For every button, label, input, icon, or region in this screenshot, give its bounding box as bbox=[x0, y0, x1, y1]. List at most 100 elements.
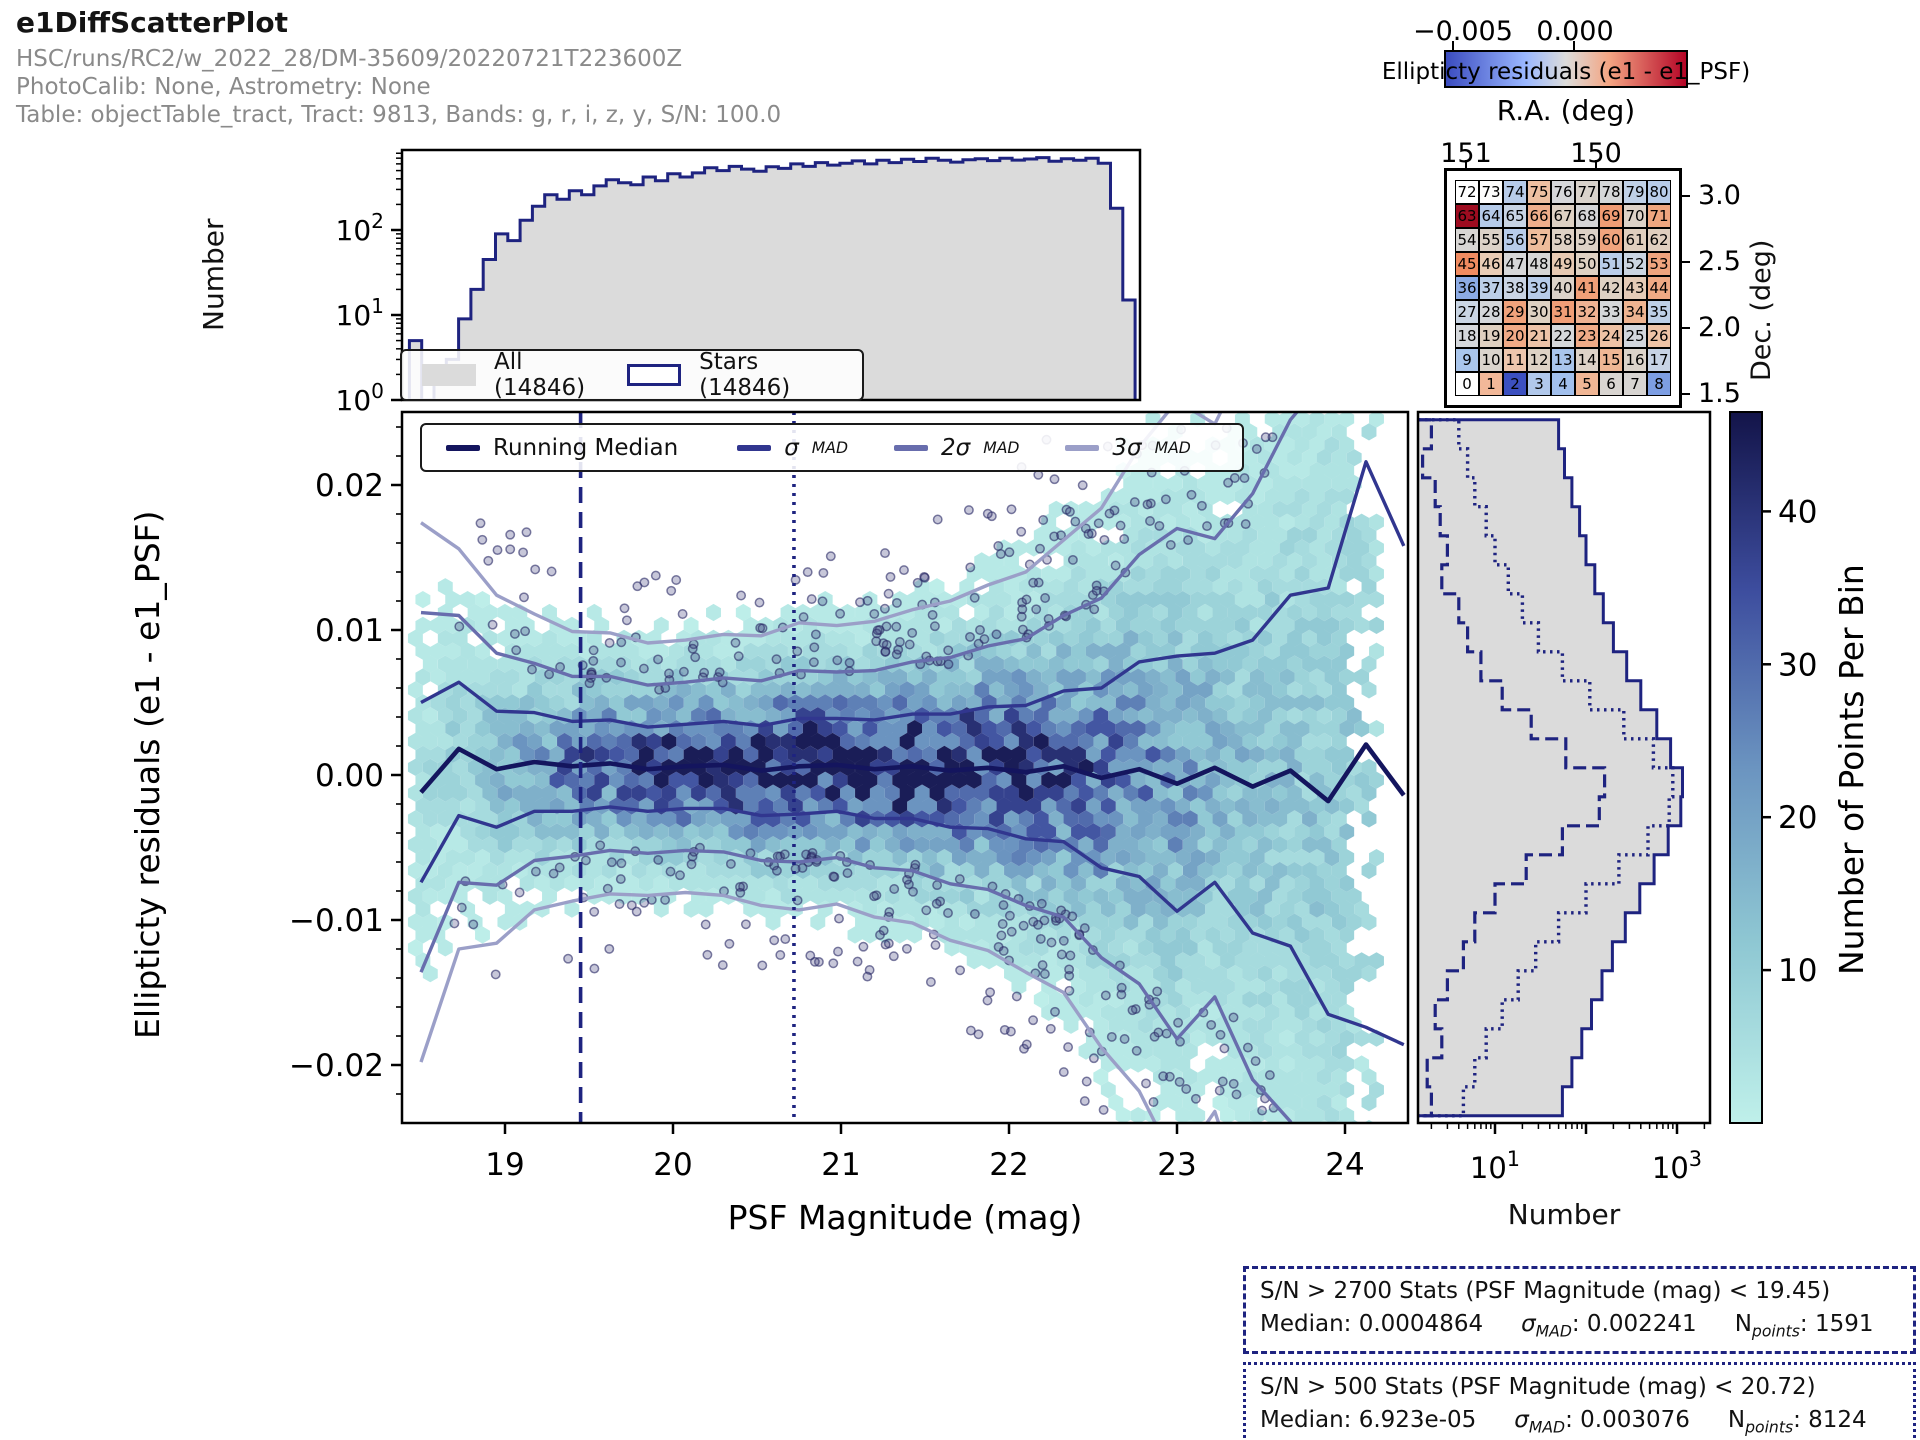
n-sub: points bbox=[1745, 1417, 1794, 1437]
sigma-mad-sub: MAD bbox=[811, 438, 848, 457]
sky-colorbar-tick-zero: 0.000 bbox=[1536, 16, 1614, 47]
sky-map-cell: 13 bbox=[1551, 348, 1575, 372]
sky-map-cell: 52 bbox=[1623, 252, 1647, 276]
sky-map-cell: 40 bbox=[1551, 276, 1575, 300]
svg-text:30: 30 bbox=[1778, 647, 1817, 683]
stats-box-sn500-values: Median: 6.923e-05 σMAD: 0.003076 Npoints: … bbox=[1260, 1404, 1899, 1439]
svg-text:24: 24 bbox=[1325, 1147, 1364, 1183]
svg-text:−0.02: −0.02 bbox=[289, 1048, 384, 1084]
svg-text:23: 23 bbox=[1157, 1147, 1196, 1183]
2sigma-mad-swatch bbox=[894, 444, 928, 451]
sky-map-cell: 51 bbox=[1599, 252, 1623, 276]
svg-text:101: 101 bbox=[336, 294, 384, 332]
main-ylabel: Ellipticty residuals (e1 - e1_PSF) bbox=[128, 510, 167, 1040]
sky-map-cell: 9 bbox=[1455, 348, 1479, 372]
sky-map-cell: 14 bbox=[1575, 348, 1599, 372]
sky-colorbar bbox=[1444, 50, 1688, 88]
stat-npoints: Npoints: 8124 bbox=[1728, 1407, 1867, 1437]
top-hist-ylabel: Number bbox=[197, 218, 230, 332]
sky-map-cell: 37 bbox=[1479, 276, 1503, 300]
sky-map-cell: 61 bbox=[1623, 228, 1647, 252]
sky-map-cell: 1 bbox=[1479, 372, 1503, 396]
sky-map-cell: 10 bbox=[1479, 348, 1503, 372]
sky-map-cell: 62 bbox=[1647, 228, 1671, 252]
svg-text:19: 19 bbox=[485, 1147, 524, 1183]
density-colorbar: 10 20 30 40 bbox=[1729, 411, 1817, 1124]
sky-map-cell: 41 bbox=[1575, 276, 1599, 300]
stat-npoints: Npoints: 1591 bbox=[1734, 1311, 1874, 1341]
sky-map-cell: 24 bbox=[1599, 324, 1623, 348]
hexbin-layer bbox=[422, 513, 1384, 1060]
svg-text:10: 10 bbox=[1778, 953, 1817, 989]
sky-map-cell: 35 bbox=[1647, 300, 1671, 324]
all-label: All (14846) bbox=[494, 349, 586, 401]
sky-map-cell: 25 bbox=[1623, 324, 1647, 348]
sigma-mad-swatch bbox=[737, 444, 772, 451]
svg-text:103: 103 bbox=[1652, 1147, 1702, 1185]
svg-text:21: 21 bbox=[821, 1147, 860, 1183]
sky-map: 72 73 74 75 76 77 78 79 80 63 64 65 66 67 68 69 70 71 54 55… bbox=[1444, 168, 1682, 408]
sky-map-cell: 64 bbox=[1479, 204, 1503, 228]
2sigma-mad-label: 2σ bbox=[941, 434, 971, 461]
calibration-text: PhotoCalib: None, Astrometry: None bbox=[16, 74, 431, 100]
sky-map-cell: 67 bbox=[1551, 204, 1575, 228]
sky-map-cell: 75 bbox=[1527, 180, 1551, 204]
map-tickmark bbox=[1465, 160, 1467, 168]
sky-colorbar-tickmark bbox=[1452, 41, 1454, 50]
sky-map-cell: 39 bbox=[1527, 276, 1551, 300]
stats-box-sn2700: S/N > 2700 Stats (PSF Magnitude (mag) < … bbox=[1243, 1266, 1916, 1354]
sky-map-ylabel: Dec. (deg) bbox=[1746, 239, 1777, 381]
sky-map-xlabel: R.A. (deg) bbox=[1496, 94, 1636, 127]
sky-map-cell: 46 bbox=[1479, 252, 1503, 276]
map-tickmark bbox=[1595, 160, 1597, 168]
sky-map-cell: 8 bbox=[1647, 372, 1671, 396]
dec-tick-2.0: 2.0 bbox=[1698, 312, 1741, 343]
sigma-sub: MAD bbox=[1528, 1417, 1566, 1437]
map-tickmark bbox=[1682, 393, 1690, 395]
sky-map-cell: 20 bbox=[1503, 324, 1527, 348]
sky-map-cell: 78 bbox=[1599, 180, 1623, 204]
hexbin-layer bbox=[512, 668, 1213, 880]
sky-map-cell: 66 bbox=[1527, 204, 1551, 228]
sigma-symbol: σ bbox=[1514, 1407, 1529, 1434]
n-symbol: N bbox=[1734, 1311, 1752, 1338]
sky-map-cell: 70 bbox=[1623, 204, 1647, 228]
stats-box-sn2700-title: S/N > 2700 Stats (PSF Magnitude (mag) < … bbox=[1260, 1278, 1831, 1304]
hexbin-layer bbox=[475, 629, 1362, 931]
scatter-plot bbox=[407, 412, 1406, 1123]
3sigma-mad-swatch bbox=[1065, 444, 1100, 451]
sky-map-cell: 0 bbox=[1455, 372, 1479, 396]
hexbin-layer bbox=[407, 412, 1384, 1123]
sky-map-cell: 16 bbox=[1623, 348, 1647, 372]
n-value: : 1591 bbox=[1799, 1311, 1874, 1338]
sky-map-grid: 72 73 74 75 76 77 78 79 80 63 64 65 66 67 68 69 70 71 54 55… bbox=[1455, 180, 1671, 396]
dec-tick-3.0: 3.0 bbox=[1698, 180, 1741, 211]
3sigma-mad-line bbox=[419, 890, 1221, 1123]
sky-map-cell: 3 bbox=[1527, 372, 1551, 396]
sky-map-cell: 60 bbox=[1599, 228, 1623, 252]
running-median-line bbox=[419, 742, 1406, 804]
side-histogram bbox=[1418, 418, 1684, 1118]
sky-map-cell: 36 bbox=[1455, 276, 1479, 300]
sky-map-cell: 5 bbox=[1575, 372, 1599, 396]
line-legend: Running Median σ MAD 2σ MAD 3σ MAD bbox=[420, 423, 1244, 472]
sky-map-cell: 28 bbox=[1479, 300, 1503, 324]
3sigma-mad-sub: MAD bbox=[1154, 438, 1191, 457]
sky-map-cell: 69 bbox=[1599, 204, 1623, 228]
svg-text:100: 100 bbox=[336, 379, 384, 417]
sky-map-cell: 65 bbox=[1503, 204, 1527, 228]
main-axes: 19 20 21 22 23 24 0.02 0.01 0.00 −0.01 −0.02 bbox=[289, 426, 1365, 1183]
svg-text:0.00: 0.00 bbox=[315, 758, 384, 794]
sigma-mad-label: σ bbox=[784, 434, 799, 461]
sky-map-cell: 50 bbox=[1575, 252, 1599, 276]
sky-map-cell: 17 bbox=[1647, 348, 1671, 372]
stat-median: Median: 6.923e-05 bbox=[1260, 1407, 1477, 1434]
hexbin-layer bbox=[489, 629, 1317, 918]
hexbin-layer bbox=[534, 681, 1198, 880]
sky-map-cell: 15 bbox=[1599, 348, 1623, 372]
sky-map-cell: 48 bbox=[1527, 252, 1551, 276]
side-hist-xlabel: Number bbox=[1507, 1198, 1621, 1231]
sky-map-cell: 33 bbox=[1599, 300, 1623, 324]
sky-map-cell: 43 bbox=[1623, 276, 1647, 300]
svg-text:20: 20 bbox=[653, 1147, 692, 1183]
